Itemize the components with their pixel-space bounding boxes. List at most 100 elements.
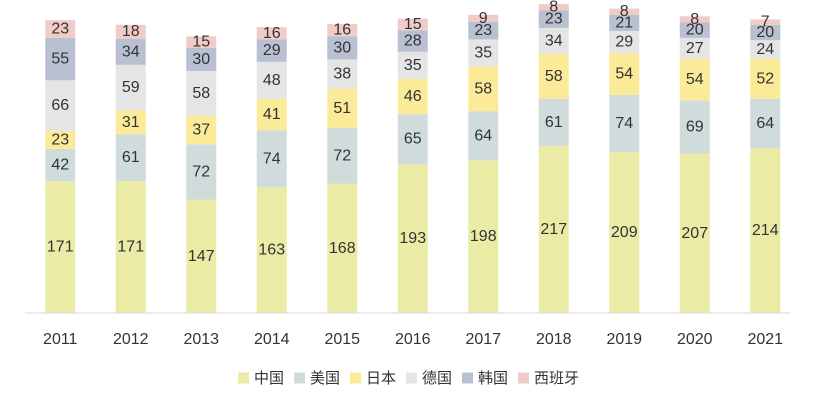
- data-label-2016-5: 15: [404, 16, 422, 33]
- bar-segment-2013-5: [186, 36, 217, 48]
- data-label-2015-5: 16: [333, 22, 351, 39]
- bar-segment-2011-1: [45, 148, 76, 182]
- bar-segment-2020-2: [679, 58, 710, 101]
- data-label-2018-2: 58: [545, 68, 563, 85]
- bar-segment-2020-3: [679, 37, 710, 59]
- data-label-2021-2: 52: [756, 70, 774, 87]
- bar-segment-2019-3: [609, 30, 640, 54]
- bar-segment-2011-3: [45, 80, 76, 132]
- bar-segment-2013-0: [186, 199, 217, 313]
- data-label-2015-1: 72: [333, 147, 351, 164]
- bar-segment-2014-0: [256, 187, 287, 313]
- data-label-2019-2: 54: [615, 66, 633, 83]
- data-label-2017-0: 198: [470, 228, 497, 245]
- bar-segment-2016-5: [397, 18, 428, 31]
- legend-swatch-3: [406, 372, 417, 384]
- data-label-2014-2: 41: [263, 106, 281, 123]
- x-tick-label-2017: 2017: [465, 331, 501, 348]
- bar-segment-2015-5: [327, 24, 358, 37]
- bar-segment-2017-0: [468, 160, 499, 313]
- legend-swatch-5: [518, 372, 529, 384]
- bar-segment-2021-0: [750, 148, 781, 313]
- data-label-2016-1: 65: [404, 131, 422, 148]
- bar-segment-2014-4: [256, 39, 287, 62]
- data-label-2021-1: 64: [756, 115, 774, 132]
- bar-segment-2018-4: [538, 10, 569, 28]
- data-label-2015-0: 168: [329, 240, 356, 257]
- x-tick-label-2020: 2020: [677, 331, 713, 348]
- data-label-2014-3: 48: [263, 72, 281, 89]
- bar-segment-2015-2: [327, 88, 358, 129]
- data-label-2020-3: 27: [686, 40, 704, 57]
- data-label-2020-0: 207: [681, 225, 708, 242]
- bar-segment-2016-4: [397, 30, 428, 52]
- data-label-2015-2: 51: [333, 100, 351, 117]
- data-label-2018-3: 34: [545, 32, 563, 49]
- legend-label-5: 西班牙: [534, 369, 579, 387]
- bar-segment-2020-0: [679, 153, 710, 313]
- legend-item-4: 韩国: [462, 369, 508, 387]
- data-label-2011-3: 66: [51, 97, 69, 114]
- data-label-2018-1: 61: [545, 114, 563, 131]
- data-label-2019-5: 8: [620, 3, 629, 20]
- bar-segment-2014-2: [256, 98, 287, 131]
- bar-segment-2019-4: [609, 14, 640, 31]
- data-label-2018-5: 8: [549, 0, 558, 16]
- data-label-2021-0: 214: [752, 222, 779, 239]
- bar-segment-2021-1: [750, 98, 781, 149]
- bar-segment-2012-0: [115, 181, 146, 313]
- data-label-2012-2: 31: [122, 114, 140, 131]
- data-label-2013-3: 58: [192, 85, 210, 102]
- bar-segment-2016-3: [397, 51, 428, 79]
- data-label-2013-5: 15: [192, 34, 210, 51]
- data-label-2011-0: 171: [47, 239, 74, 256]
- bar-segment-2018-0: [538, 145, 569, 313]
- data-label-2021-4: 20: [756, 24, 774, 41]
- bar-segment-2020-5: [679, 16, 710, 23]
- data-label-2017-5: 9: [479, 10, 488, 27]
- bar-segment-2015-1: [327, 128, 358, 184]
- data-label-2018-4: 23: [545, 11, 563, 28]
- data-label-2012-0: 171: [117, 239, 144, 256]
- bar-segment-2013-2: [186, 115, 217, 145]
- bar-segment-2013-4: [186, 47, 217, 72]
- data-label-2013-2: 37: [192, 121, 210, 138]
- x-axis-ticks: 2011 2012 2013 2014 2015 2016 2017 2018 2019 2020…: [43, 331, 783, 348]
- bar-segment-2018-2: [538, 54, 569, 99]
- data-label-2012-5: 18: [122, 23, 140, 40]
- data-label-2016-2: 46: [404, 88, 422, 105]
- bar-segment-2016-2: [397, 78, 428, 115]
- legend-swatch-4: [462, 372, 473, 384]
- data-label-2016-4: 28: [404, 32, 422, 49]
- legend-swatch-2: [350, 372, 361, 384]
- legend: 中国 美国 日本 德国 韩国 西班牙: [238, 369, 579, 387]
- bar-segment-2017-2: [468, 66, 499, 112]
- legend-swatch-0: [238, 372, 249, 384]
- legend-label-4: 韩国: [478, 369, 508, 387]
- bar-segment-2018-3: [538, 27, 569, 55]
- data-label-2014-0: 163: [258, 242, 285, 259]
- bar-segment-2021-5: [750, 19, 781, 25]
- data-label-2021-5: 7: [761, 14, 770, 31]
- bar-segment-2019-0: [609, 151, 640, 313]
- bar-segment-2017-4: [468, 21, 499, 40]
- data-label-2013-0: 147: [188, 248, 215, 265]
- legend-item-0: 中国: [238, 369, 284, 387]
- bar-segment-2012-2: [115, 110, 146, 135]
- data-label-2011-1: 42: [51, 157, 69, 174]
- x-tick-label-2019: 2019: [606, 331, 642, 348]
- data-label-2017-3: 35: [474, 44, 492, 61]
- bar-segment-2018-1: [538, 98, 569, 146]
- data-label-2019-4: 21: [615, 14, 633, 31]
- bar-segment-2017-1: [468, 111, 499, 161]
- data-label-2013-4: 30: [192, 51, 210, 68]
- bar-segment-2011-0: [45, 181, 76, 313]
- data-label-2020-4: 20: [686, 22, 704, 39]
- x-tick-label-2013: 2013: [183, 331, 219, 348]
- bar-segment-2011-5: [45, 20, 76, 38]
- bar-segment-2019-5: [609, 8, 640, 15]
- data-label-2020-5: 8: [690, 11, 699, 28]
- bar-segment-2013-3: [186, 71, 217, 116]
- bar-segment-2017-5: [468, 14, 499, 22]
- data-label-2014-5: 16: [263, 25, 281, 42]
